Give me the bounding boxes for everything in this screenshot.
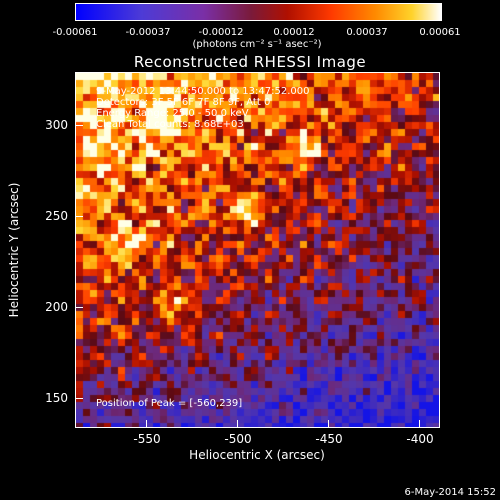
y-tick-mark — [75, 216, 83, 217]
clean-counts-label: Clean Total counts: 8.68E+03 — [96, 119, 244, 130]
energy-range-label: Energy Range: 25.0 - 50.0 keV — [96, 108, 249, 119]
colorbar-tick: -0.00037 — [125, 27, 171, 38]
x-tick-mark — [146, 420, 147, 428]
detectors-label: Detectors: 3F 5F 6F 7F 8F 9F, Att 0 — [96, 97, 271, 108]
peak-position-label: Position of Peak = [-560,239] — [96, 398, 243, 409]
y-tick-mark — [75, 398, 83, 399]
y-tick-label: 200 — [45, 300, 68, 314]
x-tick-mark — [237, 420, 238, 428]
image-title: Reconstructed RHESSI Image — [133, 53, 367, 71]
colorbar-tick: 0.00037 — [346, 27, 388, 38]
y-tick-label: 300 — [45, 118, 68, 132]
x-tick-label: -550 — [133, 432, 161, 446]
colorbar-tick: -0.00061 — [52, 27, 98, 38]
colorbar-tick: 0.00012 — [273, 27, 315, 38]
y-tick-label: 250 — [45, 209, 68, 223]
plot-timestamp: 6-May-2014 15:52 — [404, 487, 496, 498]
x-tick-label: -450 — [315, 432, 343, 446]
x-tick-label: -400 — [406, 432, 434, 446]
x-axis-label: Heliocentric X (arcsec) — [189, 448, 325, 462]
y-axis-label: Heliocentric Y (arcsec) — [7, 182, 21, 318]
colorbar — [75, 3, 442, 21]
colorbar-tick: 0.00061 — [419, 27, 461, 38]
flux-map — [76, 73, 439, 427]
y-tick-mark — [75, 307, 83, 308]
colorbar-tick: -0.00012 — [198, 27, 244, 38]
rhessi-image — [75, 72, 440, 428]
x-tick-mark — [328, 420, 329, 428]
y-tick-mark — [75, 125, 83, 126]
colorbar-unit-label: (photons cm⁻² s⁻¹ asec⁻²) — [192, 39, 322, 50]
x-tick-label: -500 — [224, 432, 252, 446]
y-tick-label: 150 — [45, 391, 68, 405]
x-tick-mark — [419, 420, 420, 428]
time-range-label: 9-May-2012 13:44:50.000 to 13:47:52.000 — [96, 86, 310, 97]
